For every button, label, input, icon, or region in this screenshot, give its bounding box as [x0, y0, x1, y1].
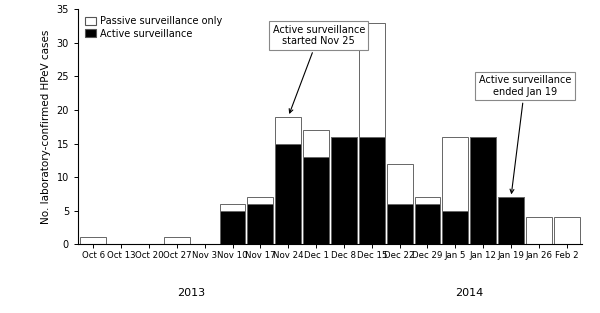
Y-axis label: No. laboratory-confirmed HPeV cases: No. laboratory-confirmed HPeV cases — [41, 29, 51, 224]
Legend: Passive surveillance only, Active surveillance: Passive surveillance only, Active survei… — [83, 14, 224, 41]
Bar — [331, 137, 357, 244]
Bar — [247, 197, 274, 204]
Bar — [275, 144, 301, 244]
Bar — [359, 137, 385, 244]
Bar — [526, 217, 552, 244]
Bar — [303, 157, 329, 244]
Bar — [386, 204, 413, 244]
Bar — [415, 204, 440, 244]
Text: 2014: 2014 — [455, 288, 484, 298]
Bar — [386, 164, 413, 204]
Bar — [498, 197, 524, 244]
Bar — [442, 137, 468, 211]
Bar — [247, 204, 274, 244]
Bar — [359, 23, 385, 137]
Bar — [80, 238, 106, 244]
Text: 2013: 2013 — [177, 288, 205, 298]
Bar — [442, 211, 468, 244]
Bar — [554, 217, 580, 244]
Bar — [415, 197, 440, 204]
Bar — [470, 137, 496, 244]
Bar — [220, 204, 245, 211]
Text: Active surveillance
ended Jan 19: Active surveillance ended Jan 19 — [479, 75, 571, 193]
Bar — [220, 211, 245, 244]
Bar — [164, 238, 190, 244]
Bar — [303, 130, 329, 157]
Bar — [275, 117, 301, 144]
Text: Active surveillance
started Nov 25: Active surveillance started Nov 25 — [272, 25, 365, 113]
